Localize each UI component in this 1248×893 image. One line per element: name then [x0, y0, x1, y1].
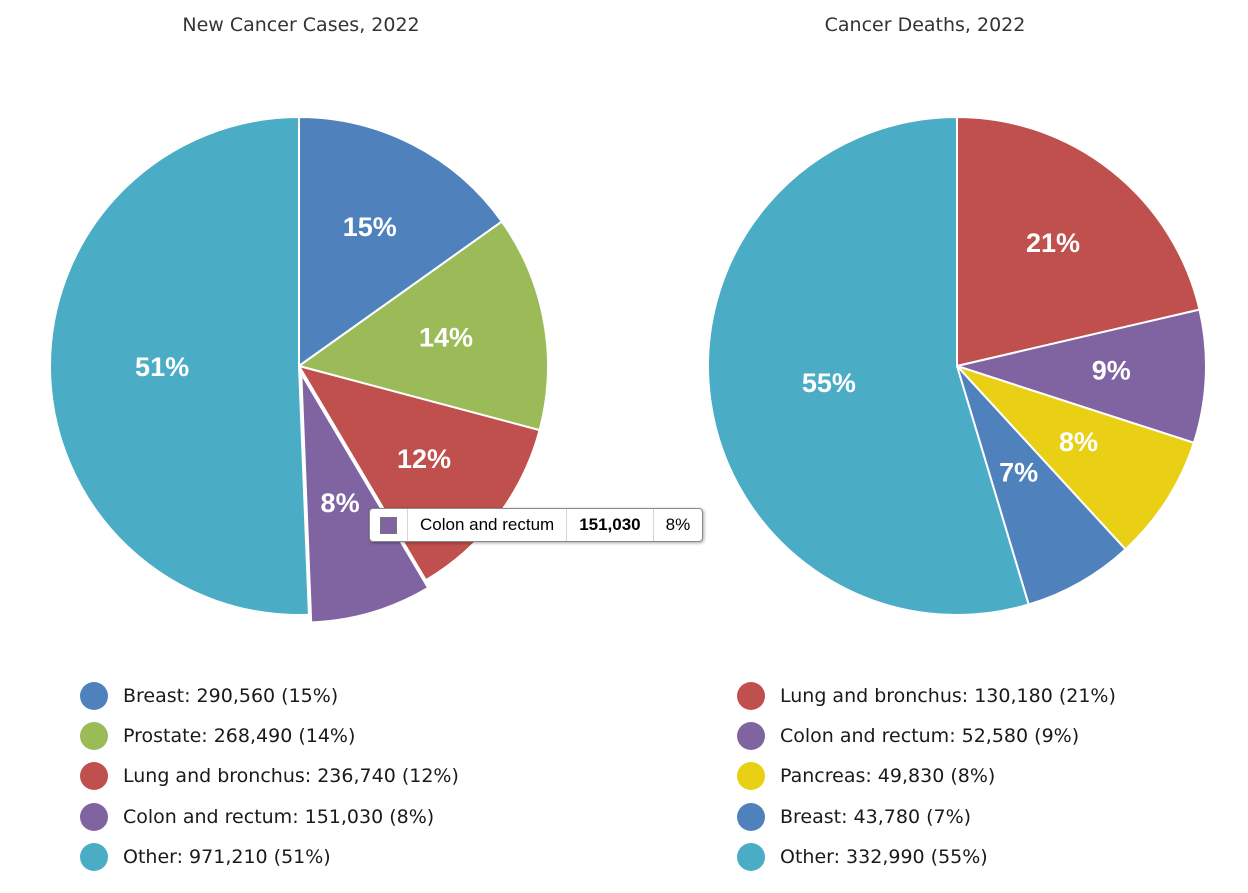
- legend-label: Lung and bronchus: 130,180 (21%): [780, 685, 1116, 708]
- legend-label: Pancreas: 49,830 (8%): [780, 765, 996, 788]
- new-cases-legend: Breast: 290,560 (15%) Prostate: 268,490 (…: [80, 676, 459, 877]
- legend-label: Colon and rectum: 151,030 (8%): [123, 805, 435, 828]
- deaths-panel: Cancer Deaths, 2022 21% 9% 8% 7% 55% Lung an…: [624, 0, 1248, 893]
- deaths-legend: Lung and bronchus: 130,180 (21%) Colon an…: [737, 676, 1116, 877]
- chart-title-new-cases: New Cancer Cases, 2022: [182, 14, 420, 36]
- pie-slice-breast[interactable]: [298, 115, 504, 368]
- legend-item-colon-and-rectum[interactable]: Colon and rectum: 52,580 (9%): [737, 716, 1116, 756]
- tooltip-label: Colon and rectum: [407, 509, 566, 541]
- legend-label: Other: 332,990 (55%): [780, 845, 988, 868]
- pie-slice-other[interactable]: [707, 115, 1030, 616]
- slice-label-other: 55%: [802, 368, 856, 398]
- legend-dot-icon: [80, 802, 108, 831]
- legend-dot-icon: [80, 682, 108, 711]
- slice-label-pancreas: 8%: [1059, 427, 1098, 457]
- slice-label-lung-and-bronchus: 21%: [1026, 228, 1080, 258]
- legend-dot-icon: [737, 842, 765, 871]
- legend-label: Colon and rectum: 52,580 (9%): [780, 725, 1080, 748]
- pie-slice-colon-and-rectum[interactable]: [300, 373, 430, 624]
- slice-label-colon-and-rectum: 8%: [321, 488, 360, 518]
- new-cases-panel: New Cancer Cases, 2022 15% 14% 12% 8% 51% Br…: [48, 14, 549, 877]
- legend-item-colon-and-rectum[interactable]: Colon and rectum: 151,030 (8%): [80, 797, 459, 837]
- legend-dot-icon: [737, 682, 765, 711]
- legend-item-lung-and-bronchus[interactable]: Lung and bronchus: 236,740 (12%): [80, 756, 459, 796]
- tooltip-percent: 8%: [652, 509, 703, 541]
- legend-dot-icon: [80, 842, 108, 871]
- slice-label-colon-and-rectum: 9%: [1092, 356, 1131, 386]
- new-cases-pie-chart: 15% 14% 12% 8% 51%: [48, 115, 549, 624]
- tooltip-swatch-cell: [370, 509, 407, 541]
- tooltip-value: 151,030: [566, 509, 652, 541]
- legend-item-breast[interactable]: Breast: 43,780 (7%): [737, 797, 1116, 837]
- chart-title-deaths: Cancer Deaths, 2022: [824, 14, 1026, 36]
- legend-item-other[interactable]: Other: 332,990 (55%): [737, 837, 1116, 877]
- slice-label-breast: 15%: [343, 212, 397, 242]
- pie-slice-pancreas[interactable]: [953, 363, 1196, 551]
- slice-label-breast: 7%: [999, 457, 1038, 487]
- pie-slice-breast[interactable]: [956, 365, 1127, 606]
- legend-label: Breast: 290,560 (15%): [123, 685, 339, 708]
- legend-item-other[interactable]: Other: 971,210 (51%): [80, 837, 459, 877]
- legend-item-prostate[interactable]: Prostate: 268,490 (14%): [80, 716, 459, 756]
- legend-label: Breast: 43,780 (7%): [780, 805, 972, 828]
- tooltip-color-swatch: [380, 516, 397, 534]
- pie-slice-other[interactable]: [48, 115, 310, 616]
- pie-slice-prostate[interactable]: [296, 220, 549, 432]
- legend-item-lung-and-bronchus[interactable]: Lung and bronchus: 130,180 (21%): [737, 676, 1116, 716]
- legend-dot-icon: [737, 762, 765, 791]
- slice-label-lung-and-bronchus: 12%: [397, 444, 451, 474]
- deaths-pie-chart: 21% 9% 8% 7% 55%: [707, 115, 1207, 616]
- legend-dot-icon: [80, 762, 108, 791]
- slice-label-prostate: 14%: [419, 322, 473, 352]
- legend-label: Prostate: 268,490 (14%): [123, 725, 356, 748]
- legend-label: Lung and bronchus: 236,740 (12%): [123, 765, 459, 788]
- legend-dot-icon: [737, 802, 765, 831]
- legend-item-breast[interactable]: Breast: 290,560 (15%): [80, 676, 459, 716]
- legend-dot-icon: [737, 722, 765, 751]
- legend-label: Other: 971,210 (51%): [123, 845, 331, 868]
- slice-tooltip: Colon and rectum 151,030 8%: [369, 508, 704, 542]
- pie-slice-lung-and-bronchus[interactable]: [956, 115, 1201, 368]
- pie-slice-colon-and-rectum[interactable]: [953, 308, 1207, 445]
- legend-dot-icon: [80, 722, 108, 751]
- slice-label-other: 51%: [135, 352, 189, 382]
- legend-item-pancreas[interactable]: Pancreas: 49,830 (8%): [737, 756, 1116, 796]
